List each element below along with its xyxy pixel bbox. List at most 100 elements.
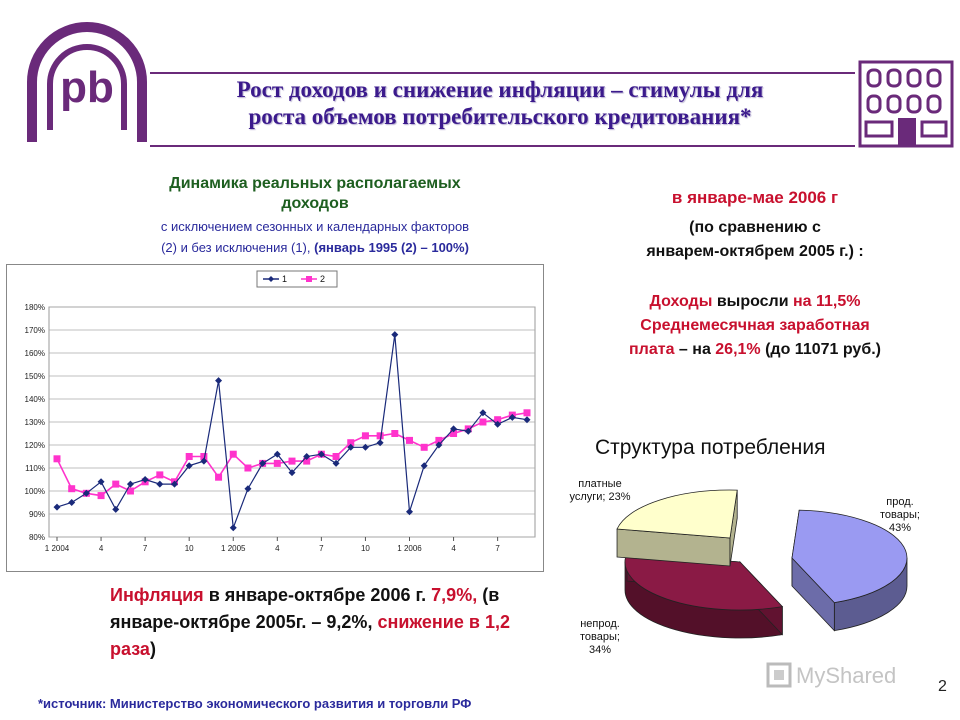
income-label: Доходы — [649, 293, 717, 310]
wage-amount: (до 11071 руб.) — [760, 341, 881, 358]
y-tick-label: 100% — [25, 487, 45, 496]
series-point-2 — [376, 432, 384, 440]
wage-line1: Среднемесячная заработная — [640, 317, 870, 334]
income-verb: выросли — [716, 293, 789, 310]
period-heading: в январе-мае 2006 г — [671, 188, 839, 207]
inflation-prev: (в январе-октябре 2005г. – 9,2%, — [110, 585, 500, 632]
x-tick-label: 10 — [361, 544, 370, 553]
series-point-2 — [361, 432, 369, 440]
series-point-1 — [112, 505, 120, 513]
income-line-chart: 80% 90% 100% 110% 120% 130% 140% 150% 160% 170% 18… — [25, 270, 536, 553]
consumption-pie-chart: прод. товары; 43% непрод. товары; 34% платные у… — [569, 478, 920, 656]
x-tick-label: 7 — [143, 544, 148, 553]
series-point-1 — [273, 450, 281, 458]
series-point-2 — [450, 430, 458, 437]
chart-subheading-2b: (январь 1995 (2) – 100%) — [314, 240, 469, 255]
series-point-2 — [391, 430, 399, 437]
series-point-2 — [494, 416, 502, 424]
x-tick-label: 4 — [451, 544, 456, 553]
series-point-1 — [464, 427, 472, 435]
series-point-1 — [229, 524, 237, 532]
inflation-label: Инфляция — [110, 585, 204, 605]
series-point-1 — [156, 480, 164, 488]
series-point-2 — [156, 471, 164, 479]
series-point-2 — [435, 436, 443, 444]
rb-logo: pb — [27, 22, 147, 142]
series-point-1 — [361, 443, 369, 451]
series-point-1 — [126, 480, 134, 488]
chart-subheading-2: (2) и без исключения (1), (январь 1995 (… — [60, 240, 570, 256]
series-point-2 — [303, 457, 311, 465]
wage-label: плата — [629, 341, 675, 358]
page-number: 2 — [938, 678, 947, 695]
series-point-1 — [200, 457, 208, 465]
series-point-2 — [479, 418, 487, 426]
pie-label: платные услуги; 23% — [569, 478, 630, 503]
y-tick-label: 90% — [29, 510, 45, 519]
series-point-1 — [523, 416, 531, 424]
series-point-1 — [508, 413, 516, 421]
legend-marker — [306, 276, 312, 282]
pie-slice — [624, 552, 784, 639]
x-tick-label: 4 — [99, 544, 104, 553]
series-point-1 — [494, 420, 502, 428]
x-tick-label: 1 2005 — [221, 544, 246, 553]
comparison-line1: (по сравнению с — [689, 219, 821, 236]
watermark-text: MyShared — [796, 663, 896, 688]
inflation-period: в январе-октябре 2006 г. — [203, 585, 432, 605]
series-point-1 — [479, 409, 487, 417]
logo-text: pb — [60, 63, 114, 112]
inflation-summary: Инфляция в январе-октябре 2006 г. 7,9%, … — [110, 582, 530, 663]
legend-label: 1 — [282, 274, 287, 284]
x-tick-label: 4 — [275, 544, 280, 553]
series-point-1 — [185, 462, 193, 470]
series-point-2 — [185, 453, 193, 460]
series-point-1 — [215, 377, 223, 385]
pie-slice — [791, 509, 908, 632]
chart-heading-line2: доходов — [281, 195, 349, 212]
y-tick-label: 160% — [25, 349, 45, 358]
series-point-1 — [391, 331, 399, 339]
series-point-2 — [126, 487, 134, 495]
income-line: Доходы выросли на 11,5% — [560, 290, 950, 314]
chart-heading: Динамика реальных располагаемых доходов — [60, 174, 570, 214]
chart-subheading-2a: (2) и без исключения (1), — [161, 240, 315, 255]
slide-title-line2: роста объемов потребительского кредитова… — [248, 104, 752, 129]
source-note: *источник: Министерство экономического р… — [38, 696, 472, 711]
series-point-1 — [244, 485, 252, 493]
series-point-2 — [68, 485, 76, 493]
pie-heading: Структура потребления — [595, 436, 826, 459]
x-tick-label: 1 2006 — [397, 544, 422, 553]
series-point-1 — [376, 439, 384, 447]
legend-label: 2 — [320, 274, 325, 284]
series-point-1 — [420, 462, 428, 470]
pie-label: прод. товары; 43% — [880, 496, 920, 534]
series-point-1 — [435, 441, 443, 449]
legend-marker — [268, 276, 274, 282]
comparison-note: (по сравнению с январем-октябрем 2005 г.… — [560, 216, 950, 264]
series-point-1 — [53, 503, 61, 511]
header-bottom-rule — [150, 145, 855, 147]
series-point-2 — [420, 443, 428, 451]
series-point-2 — [523, 409, 531, 417]
y-tick-label: 80% — [29, 533, 45, 542]
series-point-1 — [141, 476, 149, 483]
series-point-2 — [347, 439, 355, 447]
series-point-1 — [288, 469, 296, 477]
series-point-2 — [288, 457, 296, 465]
y-tick-label: 170% — [25, 326, 45, 335]
series-point-1 — [97, 478, 105, 486]
series-point-2 — [215, 473, 223, 481]
series-point-1 — [68, 499, 76, 506]
y-tick-label: 120% — [25, 441, 45, 450]
wage-value: 26,1% — [715, 341, 761, 358]
wage-connector: – на — [674, 341, 716, 358]
series-point-1 — [317, 450, 325, 458]
series-point-1 — [332, 459, 340, 467]
inflation-decrease: снижение в 1,2 раза — [110, 612, 510, 659]
series-point-2 — [273, 459, 281, 467]
chart-heading-line1: Динамика реальных располагаемых — [169, 175, 461, 192]
series-point-2 — [229, 450, 237, 458]
y-tick-label: 130% — [25, 418, 45, 427]
slide-title: Рост доходов и снижение инфляции – стиму… — [150, 76, 850, 130]
